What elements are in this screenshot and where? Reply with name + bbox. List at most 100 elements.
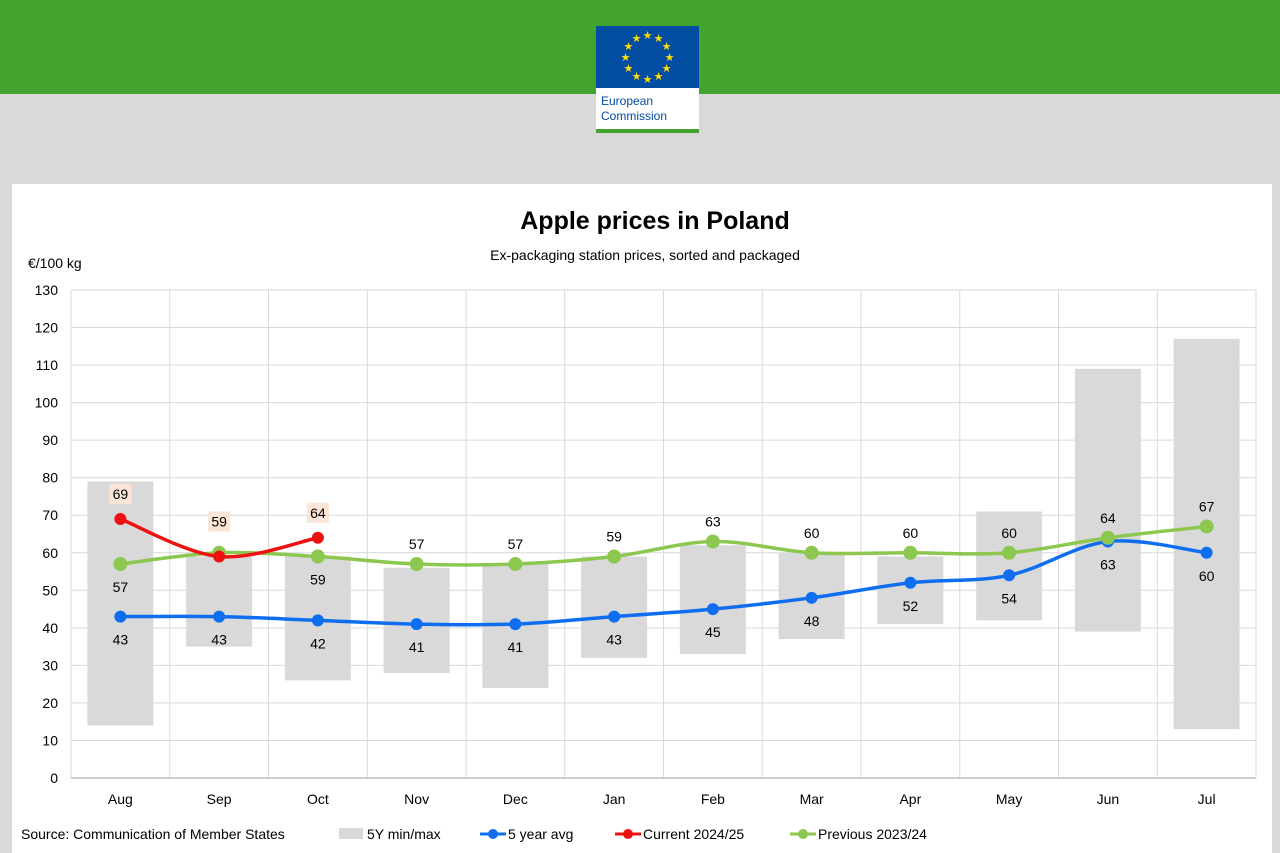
y-tick-label: 60 [42,545,58,561]
legend-marker [623,829,633,839]
data-label: 64 [310,505,326,521]
data-point [1100,530,1115,545]
star-icon: ★ [662,41,672,53]
star-icon: ★ [643,74,653,86]
legend-label: Current 2024/25 [643,826,744,842]
data-label-bg [208,511,231,532]
min-max-bar [679,545,746,655]
x-tick-label: Sep [207,791,232,807]
data-label: 67 [1199,498,1215,514]
data-label: 59 [211,514,227,530]
data-label: 41 [409,639,425,655]
data-label: 60 [903,525,919,541]
data-point [311,531,324,544]
data-label: 63 [1100,557,1116,573]
x-tick-label: Aug [108,791,133,807]
data-point [508,557,523,572]
data-label: 69 [113,486,129,502]
data-point [904,576,917,589]
logo-text-line2: Commission [601,109,668,123]
legend-label: 5 year avg [508,826,573,842]
legend-marker [488,829,498,839]
data-point [1003,569,1016,582]
data-label: 48 [804,613,820,629]
data-point [607,549,622,564]
data-label-bg [109,483,132,504]
data-point [213,610,226,623]
y-tick-label: 90 [42,432,58,448]
data-point [409,557,424,572]
y-tick-label: 30 [42,657,58,673]
x-tick-label: Feb [701,791,725,807]
data-point [410,618,423,631]
european-commission-logo: ★ ★ ★ ★ ★ ★ ★ ★ ★ ★ ★ ★ European Commission [596,26,699,133]
x-tick-label: Dec [503,791,528,807]
logo-text-line1: European [601,94,654,108]
data-label: 59 [606,529,622,545]
data-label: 42 [310,635,326,651]
star-icon: ★ [654,71,664,83]
data-point [705,534,720,549]
data-label: 43 [211,632,227,648]
min-max-bar [581,556,648,658]
data-label-bg [306,502,329,523]
y-tick-label: 40 [42,620,58,636]
min-max-bar [976,511,1043,621]
star-icon: ★ [643,30,653,42]
y-tick-label: 80 [42,470,58,486]
star-icon: ★ [662,63,672,75]
data-label: 54 [1001,590,1017,606]
y-tick-label: 120 [35,320,59,336]
data-point [310,549,325,564]
data-label: 59 [310,572,326,588]
data-point [509,618,522,631]
data-label: 60 [1199,568,1215,584]
min-max-bar [1074,368,1141,632]
data-point [1002,545,1017,560]
data-point [213,550,226,563]
series-line [120,539,1207,627]
data-label: 41 [508,639,524,655]
y-tick-label: 20 [42,695,58,711]
data-point [608,610,621,623]
x-tick-label: May [996,791,1022,807]
y-tick-label: 0 [50,770,58,786]
star-icon: ★ [621,52,631,64]
eu-flag-icon: ★ ★ ★ ★ ★ ★ ★ ★ ★ ★ ★ ★ [596,26,699,88]
y-tick-label: 10 [42,732,58,748]
data-label: 43 [113,632,129,648]
x-tick-label: Apr [899,791,921,807]
data-label: 52 [903,598,919,614]
star-icon: ★ [632,71,642,83]
data-label: 57 [409,536,425,552]
data-label: 43 [606,632,622,648]
x-tick-label: Jul [1198,791,1216,807]
star-icon: ★ [665,52,675,64]
x-tick-label: Jun [1097,791,1120,807]
data-point [805,591,818,604]
data-point [903,545,918,560]
data-point [1199,519,1214,534]
star-icon: ★ [624,41,634,53]
star-icon: ★ [624,63,634,75]
data-point [114,512,127,525]
data-point [706,603,719,616]
source-note: Source: Communication of Member States [21,826,285,842]
chart-subtitle: Ex-packaging station prices, sorted and … [490,247,800,263]
y-tick-label: 50 [42,582,58,598]
data-point [113,557,128,572]
legend-label: 5Y min/max [367,826,441,842]
data-label: 60 [804,525,820,541]
legend-label: Previous 2023/24 [818,826,927,842]
y-tick-label: 130 [35,282,59,298]
y-tick-label: 100 [35,395,59,411]
legend-swatch [339,828,363,839]
data-point [804,545,819,560]
x-tick-label: Mar [800,791,824,807]
data-label: 63 [705,514,721,530]
star-icon: ★ [632,33,642,45]
min-max-bar [1173,338,1240,730]
chart-title: Apple prices in Poland [520,207,790,235]
data-label: 64 [1100,510,1116,526]
data-label: 57 [508,536,524,552]
